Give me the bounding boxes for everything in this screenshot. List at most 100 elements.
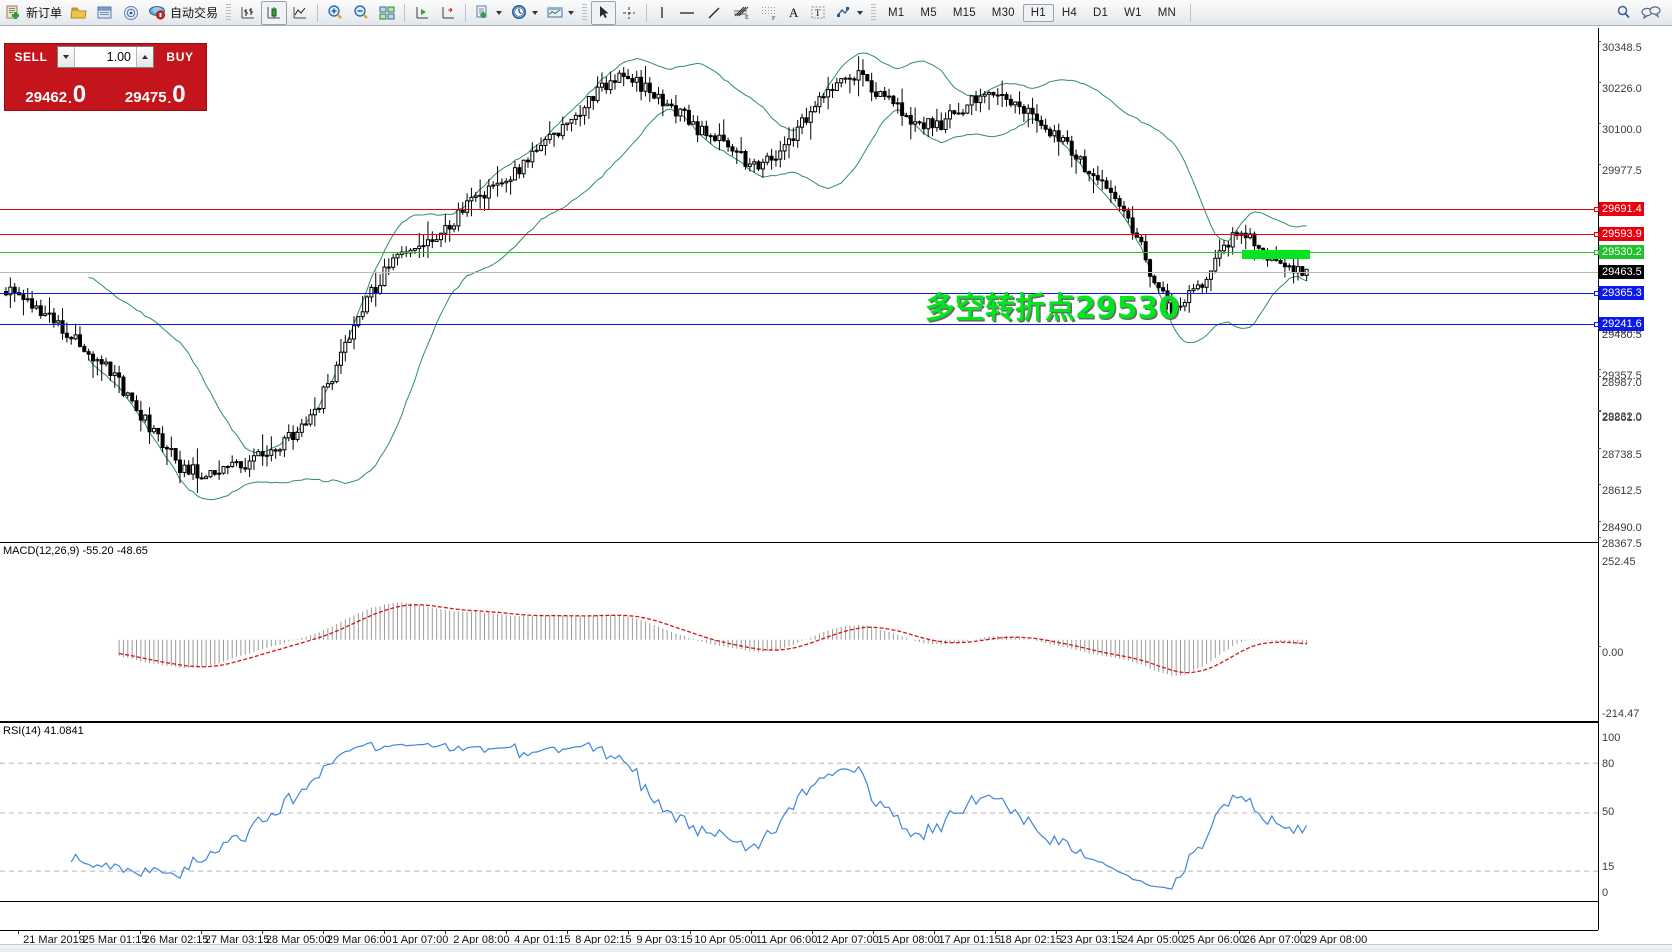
shift-end-button[interactable]: [435, 1, 461, 25]
vline-icon: [655, 4, 669, 21]
candlestick-chart-button[interactable]: [261, 0, 288, 25]
horizontal-line-button[interactable]: [673, 1, 701, 25]
sell-button[interactable]: SELL: [7, 46, 55, 68]
price-line-29365[interactable]: [0, 291, 1599, 296]
time-tick-label: 29 Apr 08:00: [1304, 934, 1368, 946]
timeframe-m30[interactable]: M30: [991, 6, 1015, 19]
time-scale[interactable]: 21 Mar 2019 25 Mar 01:15 26 Mar 02:15 27 Ma…: [0, 930, 1598, 952]
bar-chart-button[interactable]: [235, 1, 261, 25]
volume-stepper[interactable]: 1.00: [57, 46, 154, 68]
axis-tick: 30100.0: [1598, 123, 1642, 136]
toolbar-separator-5: [1190, 3, 1192, 22]
folder-button[interactable]: [66, 1, 92, 25]
price-tag-last: 29463.5: [1599, 265, 1644, 279]
objects-list-button[interactable]: [831, 1, 867, 25]
status-bar: [0, 944, 1672, 952]
price-line-handle[interactable]: [1594, 322, 1599, 327]
price-tag-29691[interactable]: 29691.4: [1599, 202, 1644, 216]
time-tick-label: 29 Mar 06:00: [326, 934, 392, 946]
objects-dropdown-arrow[interactable]: [857, 10, 864, 15]
macd-indicator-label: MACD(12,26,9) -55.20 -48.65: [3, 545, 148, 557]
indicators-dropdown-arrow[interactable]: [496, 10, 503, 15]
buy-button[interactable]: BUY: [156, 46, 204, 68]
volume-value[interactable]: 1.00: [106, 50, 131, 64]
folder-icon: [70, 4, 88, 21]
data-window-icon: [96, 4, 114, 21]
rsi-axis-tick: 50: [1602, 806, 1615, 818]
time-tick-mark: [201, 931, 203, 934]
price-tag-29241[interactable]: 29241.6: [1599, 317, 1644, 331]
macd-pane-top-border: [0, 542, 1598, 543]
fibonacci-button[interactable]: E: [727, 1, 755, 25]
time-tick-mark: [567, 931, 569, 934]
one-click-trading-panel[interactable]: SELL 1.00 BUY 29462 . 0 29475 . 0: [4, 43, 207, 111]
price-tag-29365[interactable]: 29365.3: [1599, 286, 1644, 300]
price-tag-29530[interactable]: 29530.2: [1599, 245, 1644, 259]
timeframe-m5[interactable]: M5: [920, 6, 937, 19]
crosshair-tool-button[interactable]: [616, 1, 642, 25]
timeframe-h4[interactable]: H4: [1061, 6, 1077, 19]
timeframe-h1[interactable]: H1: [1022, 3, 1054, 22]
volume-increase-button[interactable]: [136, 47, 153, 67]
channel-button[interactable]: F: [755, 1, 783, 25]
chart-canvas[interactable]: [0, 28, 1598, 930]
templates-dropdown-arrow[interactable]: [568, 10, 575, 15]
time-tick-label: 26 Mar 02:15: [143, 934, 209, 946]
buy-price-separator: .: [167, 91, 172, 106]
price-tag-29593[interactable]: 29593.9: [1599, 227, 1644, 241]
shift-end-icon: [439, 4, 457, 21]
time-tick-label: 15 Apr 08:00: [877, 934, 940, 946]
axis-tick: 28490.0: [1598, 521, 1642, 534]
navigator-button[interactable]: [118, 1, 144, 25]
shift-start-button[interactable]: [409, 1, 435, 25]
price-line-handle[interactable]: [1594, 291, 1599, 296]
search-icon[interactable]: [1615, 4, 1632, 21]
axis-tick: 29232.0: [1598, 410, 1642, 423]
data-window-button[interactable]: [92, 1, 118, 25]
periods-button[interactable]: [506, 1, 542, 25]
indicators-button[interactable]: [470, 1, 506, 25]
objects-icon: [835, 4, 853, 21]
vertical-line-button[interactable]: [651, 1, 673, 25]
auto-trading-button[interactable]: 自动交易: [144, 1, 222, 25]
price-line-handle[interactable]: [1594, 207, 1599, 212]
cursor-tool-button[interactable]: [591, 0, 617, 25]
toolbar-grip-2[interactable]: [582, 3, 588, 22]
new-order-button[interactable]: 新订单: [2, 1, 66, 25]
price-scale[interactable]: 30348.5 30226.0 30100.0 29977.5 29851.5 …: [1598, 28, 1672, 930]
zoom-in-button[interactable]: [322, 1, 348, 25]
price-line-handle[interactable]: [1594, 232, 1599, 237]
chart-area[interactable]: MACD(12,26,9) -55.20 -48.65 RSI(14) 41.0…: [0, 28, 1672, 930]
chat-icon[interactable]: [1640, 4, 1662, 21]
price-line-29241[interactable]: [0, 322, 1599, 327]
timeframe-w1[interactable]: W1: [1124, 6, 1142, 19]
templates-button[interactable]: [542, 1, 578, 25]
textlabel-icon: T: [809, 4, 827, 21]
timeframe-m15[interactable]: M15: [952, 6, 976, 19]
price-line-29691[interactable]: [0, 207, 1599, 212]
buy-price-cell[interactable]: 29475 . 0: [106, 70, 204, 108]
toolbar-grip-3[interactable]: [871, 3, 877, 22]
chart-annotation-text[interactable]: 多空转折点29530: [925, 291, 1180, 326]
timeframe-m1[interactable]: M1: [888, 6, 905, 19]
timeframe-d1[interactable]: D1: [1093, 6, 1109, 19]
zoom-out-button[interactable]: [348, 1, 374, 25]
price-line-29593[interactable]: [0, 232, 1599, 237]
axis-tick: 29977.5: [1598, 164, 1642, 177]
timeframe-mn[interactable]: MN: [1157, 6, 1177, 19]
text-label-button[interactable]: T: [805, 1, 831, 25]
periods-dropdown-arrow[interactable]: [532, 10, 539, 15]
time-tick-label: 2 Apr 08:00: [453, 934, 510, 946]
toolbar-grip[interactable]: [226, 3, 232, 22]
price-line-29530-pivot[interactable]: [0, 250, 1599, 255]
pivot-zone-highlight[interactable]: [1242, 250, 1310, 259]
svg-text:F: F: [772, 16, 776, 21]
tile-windows-button[interactable]: [374, 1, 400, 25]
line-chart-button[interactable]: [287, 1, 313, 25]
time-tick-mark: [628, 931, 630, 934]
trendline-button[interactable]: [701, 1, 727, 25]
price-line-handle[interactable]: [1594, 250, 1599, 255]
sell-price-cell[interactable]: 29462 . 0: [7, 70, 105, 108]
text-tool-button[interactable]: A: [783, 1, 805, 25]
volume-decrease-button[interactable]: [58, 47, 75, 67]
